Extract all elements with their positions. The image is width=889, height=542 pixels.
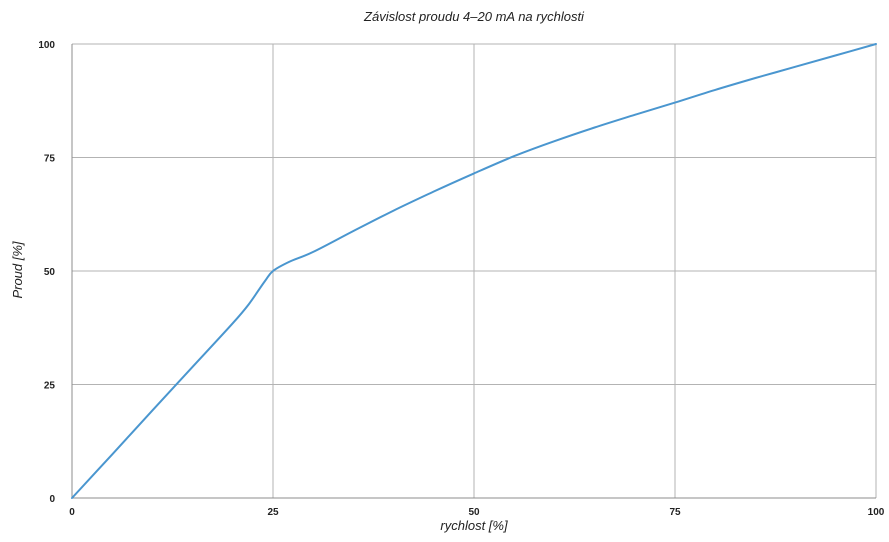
x-tick-label: 75 (669, 507, 681, 518)
y-tick-label: 75 (44, 154, 56, 165)
axes (71, 44, 876, 499)
series-line (71, 43, 877, 499)
grid (72, 43, 877, 498)
x-tick-label: 25 (267, 507, 279, 518)
y-tick-label: 50 (44, 267, 56, 278)
y-axis-label: Proud [%] (10, 241, 25, 298)
x-tick-label: 50 (468, 507, 480, 518)
y-tick-label: 0 (49, 494, 55, 505)
chart-title: Závislost proudu 4–20 mA na rychlosti (363, 9, 585, 24)
tick-labels: 0 25 50 75 100 0 25 50 75 100 (38, 40, 884, 518)
series-group (71, 43, 877, 499)
y-tick-label: 25 (44, 381, 56, 392)
x-tick-label: 100 (868, 507, 885, 518)
x-tick-label: 0 (69, 507, 75, 518)
y-tick-label: 100 (38, 40, 55, 51)
x-axis-label: rychlost [%] (440, 518, 508, 533)
